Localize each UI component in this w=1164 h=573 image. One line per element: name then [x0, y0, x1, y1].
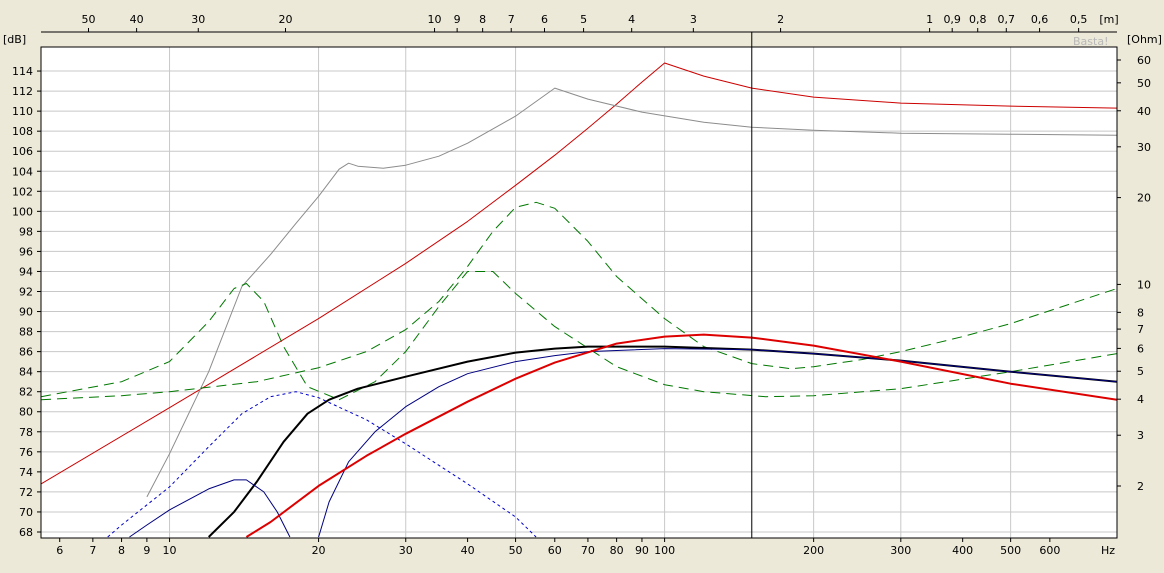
top-axis-unit: [m]	[1099, 13, 1118, 26]
top-tick-label: 20	[279, 13, 293, 26]
top-tick-label: 0,8	[969, 13, 987, 26]
top-tick-label: 7	[508, 13, 515, 26]
top-tick-label: 3	[690, 13, 697, 26]
y-tick-label: 114	[12, 65, 33, 78]
y2-tick-label: 2	[1137, 480, 1144, 493]
y-tick-label: 94	[19, 265, 33, 278]
y-tick-label: 74	[19, 466, 33, 479]
y-axis-unit: [dB]	[3, 33, 26, 46]
top-tick-label: 1	[926, 13, 933, 26]
y-tick-label: 92	[19, 285, 33, 298]
y-tick-label: 110	[12, 105, 33, 118]
y-tick-label: 112	[12, 85, 33, 98]
series-layer	[41, 62, 1117, 538]
y2-tick-label: 40	[1137, 105, 1151, 118]
series-line-1	[41, 62, 1117, 485]
series-line-4	[41, 201, 1117, 401]
y2-tick-label: 10	[1137, 278, 1151, 291]
y-tick-label: 86	[19, 346, 33, 359]
y-axis-ticks: 68 70 72 74 76 78 80 82 84 86 88 90 92 94 96 98 100 102 10…	[12, 65, 41, 539]
y2-axis-unit: [Ohm]	[1127, 33, 1162, 46]
top-tick-label: 9	[454, 13, 461, 26]
y2-tick-label: 5	[1137, 365, 1144, 378]
y-tick-label: 88	[19, 326, 33, 339]
series-line-7	[318, 348, 1117, 538]
y2-tick-label: 7	[1137, 323, 1144, 336]
x-tick-label: 8	[118, 544, 125, 557]
x-axis-ticks: 6 7 8 9 10 20 30 40 50 60 70 80 90 100 200 300 400 500 600	[56, 538, 1060, 557]
x-tick-label: 40	[461, 544, 475, 557]
top-tick-label: 30	[191, 13, 205, 26]
x-tick-label: 70	[581, 544, 595, 557]
plot-frame	[40, 46, 1118, 539]
y-tick-label: 100	[12, 205, 33, 218]
x-tick-label: 9	[143, 544, 150, 557]
y2-axis-ticks: 60 50 40 30 20 10 8 7 6 5 4 3 2	[1117, 54, 1151, 493]
top-tick-label: 0,7	[998, 13, 1016, 26]
y-tick-label: 102	[12, 185, 33, 198]
y2-tick-label: 8	[1137, 306, 1144, 319]
x-tick-label: 80	[610, 544, 624, 557]
top-axis-ticks: 50 40 30 20 10 9 8 7 6 5 4 3 2 1 0,9 0,8 0,7 0,6 0,5	[82, 13, 1088, 32]
series-line-2	[146, 87, 1117, 498]
x-tick-label: 50	[509, 544, 523, 557]
series-line-6	[129, 479, 291, 538]
x-tick-label: 10	[163, 544, 177, 557]
top-tick-label: 5	[580, 13, 587, 26]
plot-area	[41, 47, 1117, 538]
y-tick-label: 108	[12, 125, 33, 138]
x-tick-label: 400	[952, 544, 973, 557]
y-tick-label: 68	[19, 526, 33, 539]
y-tick-label: 84	[19, 366, 33, 379]
y2-tick-label: 20	[1137, 192, 1151, 205]
top-tick-label: 8	[479, 13, 486, 26]
y2-tick-label: 3	[1137, 429, 1144, 442]
top-tick-label: 50	[82, 13, 96, 26]
watermark-text: Basta!	[1073, 35, 1108, 48]
y-tick-label: 90	[19, 306, 33, 319]
y-tick-label: 78	[19, 426, 33, 439]
top-tick-label: 0,9	[943, 13, 961, 26]
series-line-8	[107, 391, 537, 538]
x-axis-unit: Hz	[1101, 544, 1115, 557]
y-tick-label: 76	[19, 446, 33, 459]
y2-tick-label: 60	[1137, 54, 1151, 67]
x-tick-label: 500	[1000, 544, 1021, 557]
x-tick-label: 20	[312, 544, 326, 557]
x-tick-label: 100	[654, 544, 675, 557]
y2-tick-label: 6	[1137, 342, 1144, 355]
y2-tick-label: 50	[1137, 77, 1151, 90]
top-tick-label: 4	[628, 13, 635, 26]
x-tick-label: 90	[635, 544, 649, 557]
x-tick-label: 6	[56, 544, 63, 557]
x-tick-label: 30	[399, 544, 413, 557]
top-tick-label: 0,5	[1070, 13, 1088, 26]
y-tick-label: 104	[12, 165, 33, 178]
y-tick-label: 80	[19, 406, 33, 419]
y2-tick-label: 30	[1137, 141, 1151, 154]
y-tick-label: 96	[19, 245, 33, 258]
y-tick-label: 106	[12, 145, 33, 158]
series-line-9	[245, 333, 1117, 538]
x-tick-label: 60	[548, 544, 562, 557]
series-line-3	[41, 271, 1117, 401]
top-tick-label: 0,6	[1031, 13, 1049, 26]
x-tick-label: 200	[803, 544, 824, 557]
top-tick-label: 2	[777, 13, 784, 26]
x-tick-label: 300	[890, 544, 911, 557]
y-tick-label: 98	[19, 225, 33, 238]
top-tick-label: 10	[428, 13, 442, 26]
y-tick-label: 70	[19, 506, 33, 519]
x-tick-label: 600	[1039, 544, 1060, 557]
y-tick-label: 82	[19, 386, 33, 399]
y-tick-label: 72	[19, 486, 33, 499]
gridlines	[41, 47, 1117, 538]
y2-tick-label: 4	[1137, 393, 1144, 406]
top-tick-label: 40	[130, 13, 144, 26]
x-tick-label: 7	[89, 544, 96, 557]
top-tick-label: 6	[541, 13, 548, 26]
